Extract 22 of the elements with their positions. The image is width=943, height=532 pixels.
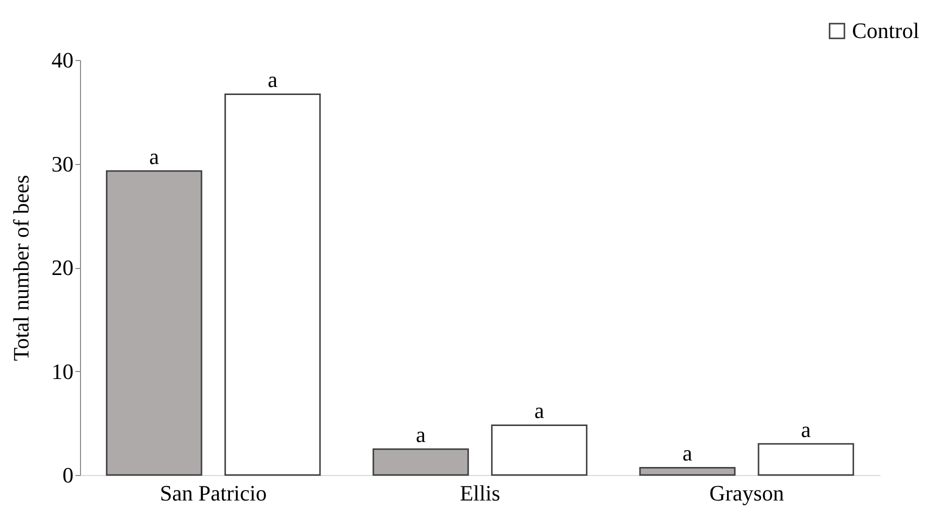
y-tick-label: 40 bbox=[52, 48, 74, 72]
annotation: a bbox=[682, 440, 693, 466]
x-tick-label: Ellis bbox=[460, 480, 500, 506]
legend-label: Control bbox=[852, 18, 920, 43]
annotation: a bbox=[268, 67, 278, 92]
y-tick-label: 10 bbox=[52, 358, 74, 384]
x-tick-label: Grayson bbox=[709, 480, 784, 506]
y-tick-label: 0 bbox=[62, 462, 74, 488]
bar bbox=[491, 424, 588, 476]
bar bbox=[758, 443, 854, 476]
y-tick-label: 30 bbox=[52, 151, 74, 176]
x-tick-label: San Patricio bbox=[160, 480, 267, 506]
bar bbox=[224, 93, 321, 476]
bar bbox=[639, 466, 736, 476]
bar bbox=[106, 170, 202, 476]
bar bbox=[372, 448, 469, 476]
annotation: a bbox=[416, 422, 426, 448]
y-tick-label: 20 bbox=[52, 255, 74, 280]
annotation: a bbox=[149, 144, 160, 170]
annotation: a bbox=[534, 398, 544, 424]
y-axis-title: Total number of bees bbox=[8, 174, 34, 362]
annotation: a bbox=[801, 416, 812, 442]
